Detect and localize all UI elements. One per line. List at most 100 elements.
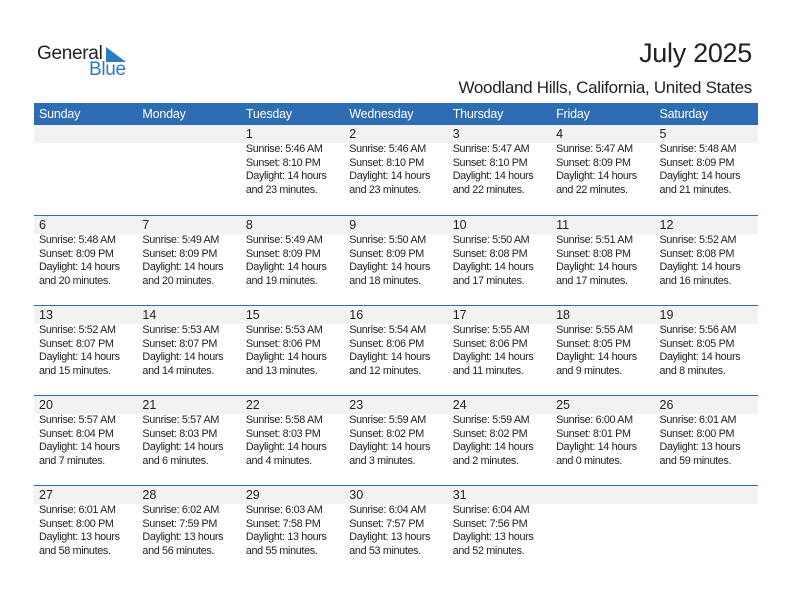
daylight-minutes: and 13 minutes. xyxy=(245,364,318,377)
day-number: 26 xyxy=(659,398,674,412)
daylight-minutes: and 53 minutes. xyxy=(349,544,421,557)
day-cell: 30 Sunrise: 6:04 AM Sunset: 7:57 PM Dayligh… xyxy=(344,486,447,558)
sunset-time: Sunset: 8:09 PM xyxy=(142,247,217,260)
day-cell: 10 Sunrise: 5:50 AM Sunset: 8:08 PM Dayligh… xyxy=(448,216,551,288)
day-cell: 5 Sunrise: 5:48 AM Sunset: 8:09 PM Daylight… xyxy=(655,125,758,197)
daylight-hours: Daylight: 14 hours xyxy=(245,170,327,182)
daylight-hours: Daylight: 14 hours xyxy=(452,351,534,363)
sunset-time: Sunset: 8:05 PM xyxy=(556,337,631,350)
sunset-time: Sunset: 8:09 PM xyxy=(39,247,114,260)
sunset-time: Sunset: 8:01 PM xyxy=(556,427,631,440)
day-cell: 6 Sunrise: 5:48 AM Sunset: 8:09 PM Daylight… xyxy=(34,216,137,288)
day-cell: 15 Sunrise: 5:53 AM Sunset: 8:06 PM Dayligh… xyxy=(241,306,344,378)
daylight-hours: Daylight: 14 hours xyxy=(245,351,327,363)
daylight-minutes: and 23 minutes. xyxy=(245,183,318,196)
sunset-time: Sunset: 8:04 PM xyxy=(39,427,114,440)
sunset-time: Sunset: 8:08 PM xyxy=(556,247,631,260)
sunset-time: Sunset: 7:59 PM xyxy=(142,517,217,530)
sunrise-time: Sunrise: 5:59 AM xyxy=(349,414,426,426)
daylight-minutes: and 8 minutes. xyxy=(659,364,726,377)
day-number: 12 xyxy=(659,218,674,232)
sunset-time: Sunset: 8:09 PM xyxy=(245,247,321,260)
daylight-hours: Daylight: 14 hours xyxy=(556,441,637,453)
day-cell: 12 Sunrise: 5:52 AM Sunset: 8:08 PM Dayligh… xyxy=(655,216,758,288)
sunrise-time: Sunrise: 5:46 AM xyxy=(349,143,426,155)
sunset-time: Sunset: 8:06 PM xyxy=(452,337,528,350)
day-number: 4 xyxy=(556,127,564,141)
weekday-thursday: Thursday xyxy=(452,107,504,121)
sunset-time: Sunset: 8:08 PM xyxy=(659,247,735,260)
sunrise-time: Sunrise: 5:50 AM xyxy=(349,234,426,246)
calendar-week: 20 Sunrise: 5:57 AM Sunset: 8:04 PM Dayligh… xyxy=(34,395,758,485)
day-cell: 27 Sunrise: 6:01 AM Sunset: 8:00 PM Dayligh… xyxy=(34,486,137,558)
daylight-hours: Daylight: 14 hours xyxy=(556,261,637,273)
day-cell: 9 Sunrise: 5:50 AM Sunset: 8:09 PM Daylight… xyxy=(344,216,447,288)
day-number: 8 xyxy=(245,218,253,232)
location-subtitle: Woodland Hills, California, United State… xyxy=(458,78,752,97)
sunset-time: Sunset: 8:08 PM xyxy=(452,247,528,260)
day-number: 7 xyxy=(142,218,150,232)
day-number: 24 xyxy=(452,398,467,412)
daylight-minutes: and 20 minutes. xyxy=(142,274,214,287)
daylight-minutes: and 58 minutes. xyxy=(39,544,111,557)
sunrise-time: Sunrise: 6:04 AM xyxy=(349,504,426,516)
day-cell: 24 Sunrise: 5:59 AM Sunset: 8:02 PM Dayligh… xyxy=(448,396,551,468)
sunset-time: Sunset: 8:02 PM xyxy=(452,427,528,440)
sunset-time: Sunset: 7:56 PM xyxy=(452,517,528,530)
sunrise-time: Sunrise: 5:52 AM xyxy=(39,324,116,336)
day-cell: 1 Sunrise: 5:46 AM Sunset: 8:10 PM Daylight… xyxy=(241,125,344,197)
sunrise-time: Sunrise: 6:03 AM xyxy=(245,504,323,516)
day-cell: 29 Sunrise: 6:03 AM Sunset: 7:58 PM Dayligh… xyxy=(241,486,344,558)
logo-triangle-icon xyxy=(106,47,126,62)
empty-day-cell xyxy=(551,486,654,558)
day-number: 31 xyxy=(452,488,467,502)
day-number: 22 xyxy=(245,398,260,412)
day-number: 6 xyxy=(39,218,46,232)
daylight-minutes: and 56 minutes. xyxy=(142,544,214,557)
day-number: 13 xyxy=(39,308,53,322)
day-number: 1 xyxy=(245,127,253,141)
sunrise-time: Sunrise: 5:51 AM xyxy=(556,234,633,246)
day-number: 3 xyxy=(452,127,460,141)
daylight-hours: Daylight: 14 hours xyxy=(349,170,430,182)
daylight-hours: Daylight: 13 hours xyxy=(245,531,327,543)
daylight-hours: Daylight: 14 hours xyxy=(245,441,327,453)
day-cell: 8 Sunrise: 5:49 AM Sunset: 8:09 PM Daylight… xyxy=(241,216,344,288)
daylight-hours: Daylight: 14 hours xyxy=(349,261,430,273)
daylight-minutes: and 18 minutes. xyxy=(349,274,421,287)
weekday-monday: Monday xyxy=(142,107,186,121)
daylight-minutes: and 23 minutes. xyxy=(349,183,421,196)
sunrise-time: Sunrise: 5:48 AM xyxy=(39,234,116,246)
sunset-time: Sunset: 7:57 PM xyxy=(349,517,424,530)
daylight-minutes: and 22 minutes. xyxy=(556,183,628,196)
empty-day-cell xyxy=(137,125,240,197)
sunrise-time: Sunrise: 5:55 AM xyxy=(556,324,633,336)
sunset-time: Sunset: 8:10 PM xyxy=(349,156,424,169)
day-cell: 31 Sunrise: 6:04 AM Sunset: 7:56 PM Dayligh… xyxy=(448,486,551,558)
daylight-hours: Daylight: 14 hours xyxy=(556,351,637,363)
sunset-time: Sunset: 8:00 PM xyxy=(39,517,114,530)
daylight-hours: Daylight: 14 hours xyxy=(142,261,224,273)
empty-day-cell xyxy=(34,125,137,197)
daylight-hours: Daylight: 14 hours xyxy=(452,170,534,182)
daylight-hours: Daylight: 13 hours xyxy=(452,531,534,543)
day-cell: 14 Sunrise: 5:53 AM Sunset: 8:07 PM Dayligh… xyxy=(137,306,240,378)
calendar-week: 27 Sunrise: 6:01 AM Sunset: 8:00 PM Dayligh… xyxy=(34,485,758,575)
daylight-minutes: and 4 minutes. xyxy=(245,454,312,467)
sunrise-time: Sunrise: 5:56 AM xyxy=(659,324,737,336)
sunrise-time: Sunrise: 5:48 AM xyxy=(659,143,737,155)
daylight-hours: Daylight: 14 hours xyxy=(659,351,741,363)
daylight-minutes: and 11 minutes. xyxy=(452,364,524,377)
daylight-minutes: and 0 minutes. xyxy=(556,454,623,467)
day-number: 15 xyxy=(245,308,260,322)
sunset-time: Sunset: 8:06 PM xyxy=(349,337,424,350)
day-number: 20 xyxy=(39,398,53,412)
day-cell: 21 Sunrise: 5:57 AM Sunset: 8:03 PM Dayligh… xyxy=(137,396,240,468)
sunset-time: Sunset: 8:09 PM xyxy=(349,247,424,260)
daylight-minutes: and 59 minutes. xyxy=(659,454,732,467)
day-cell: 28 Sunrise: 6:02 AM Sunset: 7:59 PM Dayligh… xyxy=(137,486,240,558)
daylight-minutes: and 3 minutes. xyxy=(349,454,416,467)
sunrise-time: Sunrise: 5:53 AM xyxy=(245,324,323,336)
sunrise-time: Sunrise: 5:57 AM xyxy=(39,414,116,426)
day-cell: 20 Sunrise: 5:57 AM Sunset: 8:04 PM Dayligh… xyxy=(34,396,137,468)
